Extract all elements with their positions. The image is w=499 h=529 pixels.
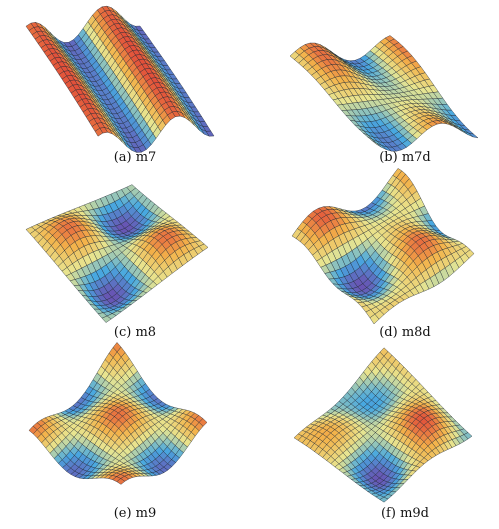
- caption-m8d: (d) m8d: [379, 325, 431, 340]
- surface-facet: [386, 146, 397, 152]
- surface-plot-m8: [22, 172, 212, 324]
- surface-facet: [205, 130, 215, 137]
- caption-m7: (a) m7: [113, 150, 157, 165]
- caption-m7d: (b) m7d: [379, 150, 431, 165]
- surface-svg-m9: [28, 342, 208, 485]
- surface-facet: [133, 147, 142, 153]
- surface-svg-m7: [25, 5, 215, 153]
- surface-facet: [369, 313, 380, 325]
- surface-svg-m8: [25, 184, 209, 323]
- surface-facet: [379, 496, 389, 503]
- surface-svg-m7d: [289, 35, 479, 152]
- caption-m9d: (f) m9d: [380, 506, 429, 521]
- surface-plot-m9d: [290, 346, 476, 503]
- surface-facet: [94, 127, 104, 137]
- surface-plot-m9: [25, 342, 211, 498]
- surface-facet: [467, 132, 479, 139]
- surface-plot-m7d: [282, 35, 482, 154]
- caption-m8: (c) m8: [113, 325, 157, 340]
- surface-plot-m7: [18, 5, 218, 153]
- surface-svg-m8d: [291, 168, 475, 325]
- surface-plot-m8d: [290, 168, 476, 328]
- surface-svg-m9d: [293, 347, 473, 503]
- surface-facet: [101, 315, 112, 323]
- surface-facet: [116, 478, 126, 485]
- surface-facet: [82, 475, 93, 480]
- caption-m9: (e) m9: [113, 506, 157, 521]
